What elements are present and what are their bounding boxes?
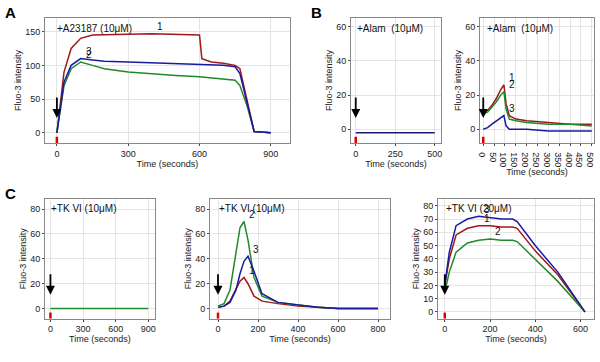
svg-text:3: 3	[253, 244, 259, 255]
svg-text:Time (seconds): Time (seconds)	[69, 334, 131, 344]
svg-text:0: 0	[470, 124, 475, 134]
svg-text:900: 900	[263, 149, 278, 159]
svg-text:3: 3	[509, 103, 515, 114]
svg-text:40: 40	[465, 56, 475, 66]
svg-text:40: 40	[30, 254, 40, 264]
svg-text:600: 600	[192, 149, 207, 159]
svg-text:0: 0	[215, 324, 220, 334]
svg-text:2: 2	[495, 226, 501, 237]
svg-text:250: 250	[388, 149, 403, 159]
svg-text:80: 80	[30, 204, 40, 214]
svg-text:3: 3	[86, 46, 92, 57]
svg-text:300: 300	[121, 149, 136, 159]
svg-text:40: 40	[195, 254, 205, 264]
svg-text:0: 0	[54, 149, 59, 159]
svg-text:200: 200	[520, 152, 530, 167]
svg-text:Fluo-3 intensity: Fluo-3 intensity	[18, 228, 28, 290]
svg-text:Fluo-3 intensity: Fluo-3 intensity	[411, 228, 421, 290]
svg-text:Fluo-3 intensity: Fluo-3 intensity	[183, 228, 193, 290]
svg-text:1: 1	[509, 72, 515, 83]
svg-text:Fluo-3 intensity: Fluo-3 intensity	[13, 50, 23, 112]
svg-text:+TK VI (10μM): +TK VI (10μM)	[51, 203, 117, 214]
svg-text:+TK VI (20μM): +TK VI (20μM)	[446, 203, 512, 214]
svg-text:20: 20	[465, 90, 475, 100]
svg-text:800: 800	[370, 324, 385, 334]
svg-text:10: 10	[423, 294, 433, 304]
svg-text:60: 60	[195, 229, 205, 239]
svg-text:Time (seconds): Time (seconds)	[506, 167, 568, 177]
svg-text:50: 50	[423, 241, 433, 251]
svg-text:1: 1	[157, 21, 163, 32]
svg-text:20: 20	[423, 281, 433, 291]
svg-text:A: A	[5, 4, 16, 21]
svg-text:600: 600	[573, 324, 588, 334]
svg-text:+TK VI (10μM): +TK VI (10μM)	[219, 203, 285, 214]
svg-text:100: 100	[498, 152, 508, 167]
svg-text:+A23187 (10μM): +A23187 (10μM)	[57, 23, 132, 34]
svg-text:Time (seconds): Time (seconds)	[137, 159, 199, 169]
svg-text:450: 450	[574, 152, 584, 167]
svg-text:Fluo-3 intensity: Fluo-3 intensity	[324, 50, 334, 112]
svg-text:40: 40	[423, 254, 433, 264]
svg-text:80: 80	[195, 204, 205, 214]
svg-text:3: 3	[484, 204, 490, 215]
svg-text:300: 300	[76, 324, 91, 334]
svg-text:Time (seconds): Time (seconds)	[269, 334, 331, 344]
svg-text:60: 60	[423, 227, 433, 237]
svg-text:600: 600	[330, 324, 345, 334]
svg-text:20: 20	[336, 90, 346, 100]
svg-text:0: 0	[442, 324, 447, 334]
svg-text:300: 300	[542, 152, 552, 167]
svg-text:2: 2	[249, 209, 255, 220]
svg-text:150: 150	[509, 152, 519, 167]
svg-text:Time (seconds): Time (seconds)	[485, 334, 547, 344]
svg-text:400: 400	[564, 152, 574, 167]
svg-text:30: 30	[423, 267, 433, 277]
svg-text:150: 150	[25, 27, 40, 37]
svg-text:200: 200	[250, 324, 265, 334]
svg-text:80: 80	[423, 201, 433, 211]
svg-text:0: 0	[35, 128, 40, 138]
svg-text:0: 0	[341, 124, 346, 134]
svg-text:40: 40	[336, 56, 346, 66]
svg-text:60: 60	[30, 229, 40, 239]
svg-text:500: 500	[427, 149, 442, 159]
svg-text:B: B	[311, 4, 322, 21]
svg-text:+Alam (10μM): +Alam (10μM)	[487, 23, 553, 34]
svg-text:2: 2	[509, 79, 515, 90]
svg-text:1: 1	[484, 213, 490, 224]
svg-text:Fluo-3 intensity: Fluo-3 intensity	[453, 50, 463, 112]
svg-text:900: 900	[141, 324, 156, 334]
svg-text:350: 350	[553, 152, 563, 167]
svg-text:0: 0	[477, 152, 487, 157]
svg-text:0: 0	[35, 304, 40, 314]
svg-text:0: 0	[48, 324, 53, 334]
svg-text:20: 20	[195, 279, 205, 289]
svg-text:+Alam (10μM): +Alam (10μM)	[357, 23, 423, 34]
svg-text:70: 70	[423, 214, 433, 224]
svg-text:200: 200	[482, 324, 497, 334]
svg-text:Time (seconds): Time (seconds)	[365, 159, 427, 169]
svg-text:60: 60	[465, 22, 475, 32]
svg-text:500: 500	[585, 152, 595, 167]
svg-text:0: 0	[353, 149, 358, 159]
svg-text:1: 1	[249, 265, 255, 276]
svg-text:20: 20	[30, 279, 40, 289]
svg-text:60: 60	[336, 22, 346, 32]
svg-text:250: 250	[531, 152, 541, 167]
svg-text:400: 400	[290, 324, 305, 334]
svg-text:C: C	[5, 185, 16, 202]
svg-text:0: 0	[428, 307, 433, 317]
svg-text:600: 600	[108, 324, 123, 334]
svg-text:0: 0	[200, 304, 205, 314]
svg-text:100: 100	[25, 61, 40, 71]
svg-text:2: 2	[86, 49, 92, 60]
svg-text:50: 50	[488, 152, 498, 162]
svg-text:400: 400	[528, 324, 543, 334]
svg-text:50: 50	[30, 94, 40, 104]
